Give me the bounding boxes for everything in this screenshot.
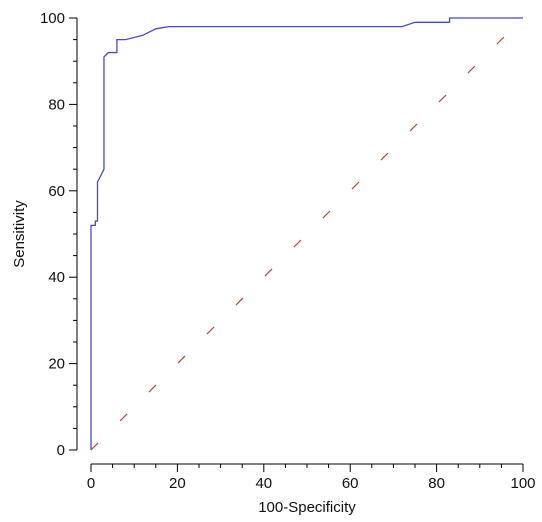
x-tick-label: 0	[87, 475, 95, 492]
x-axis-label: 100-Specificity	[258, 499, 356, 516]
y-tick-label: 100	[40, 10, 65, 27]
x-tick-label: 60	[342, 475, 359, 492]
y-axis-label: Sensitivity	[11, 200, 28, 268]
labels-layer: 100-Specificity Sensitivity	[11, 200, 356, 516]
reference-diagonal-line	[90, 17, 524, 451]
x-tick-label: 20	[169, 475, 186, 492]
x-tick-label: 40	[255, 475, 272, 492]
series-layer	[90, 17, 524, 451]
x-tick-label: 100	[510, 475, 535, 492]
y-tick-label: 40	[48, 269, 65, 286]
roc-curve-line	[90, 17, 523, 450]
x-tick-label: 80	[428, 475, 445, 492]
ticks-layer: 0 20 40 60 80 100 0 20 40 60 80 100	[40, 10, 536, 492]
y-tick-label: 80	[48, 96, 65, 113]
y-tick-label: 60	[48, 183, 65, 200]
y-tick-label: 20	[48, 356, 65, 373]
y-tick-label: 0	[57, 442, 65, 459]
